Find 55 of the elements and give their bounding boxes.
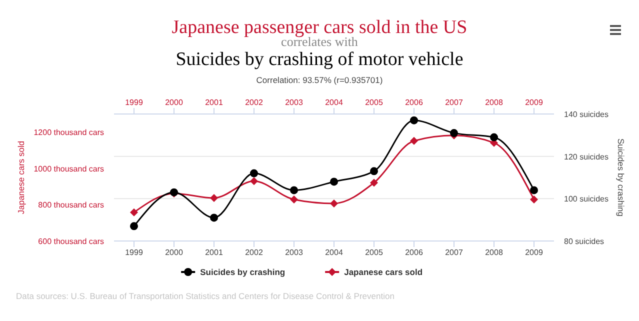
x2-tick-label: 2003 [285, 98, 304, 107]
y2-tick-label: 140 suicides [564, 110, 608, 119]
point [330, 178, 338, 186]
point [410, 116, 418, 124]
x-tick-label: 2006 [405, 248, 424, 257]
x-tick-label: 2009 [525, 248, 544, 257]
point [410, 136, 418, 145]
point [330, 199, 338, 208]
x-tick-label: 2008 [485, 248, 504, 257]
point [290, 186, 298, 194]
x2-tick-label: 2004 [325, 98, 344, 107]
y-tick-label: 600 thousand cars [38, 237, 104, 246]
y2-tick-label: 120 suicides [564, 152, 608, 162]
y-axis-title: Japanese cars sold [16, 140, 26, 214]
point [530, 195, 538, 204]
x2-tick-label: 1999 [125, 98, 144, 107]
point [490, 133, 498, 142]
x2-tick-label: 2002 [245, 98, 264, 107]
x2-tick-label: 2001 [205, 98, 224, 107]
text: Correlation: 93.57% (r=0.935701) [256, 75, 383, 85]
point [250, 177, 258, 186]
x-tick-label: 2004 [325, 248, 344, 257]
text: Suicides by crashing of motor vehicle [176, 49, 464, 70]
x2-tick-label: 2006 [405, 98, 424, 107]
x-tick-label: 2003 [285, 248, 304, 257]
x2-tick-label: 2005 [365, 98, 384, 107]
x2-tick-label: 2009 [525, 98, 544, 107]
x-tick-label: 2007 [445, 248, 464, 257]
x-tick-label: 2000 [165, 248, 184, 257]
y2-axis-title: Suicides by crashing [616, 138, 626, 217]
y-tick-label: 1200 thousand cars [34, 128, 104, 138]
y2-tick-label: 100 suicides [564, 194, 608, 204]
legend-label: Suicides by crashing [200, 267, 286, 277]
point [290, 195, 298, 204]
y2-tick-label: 80 suicides [564, 237, 604, 246]
point [130, 208, 138, 216]
point [210, 214, 218, 222]
point [130, 222, 138, 230]
chart-title: Japanese passenger cars sold in the US [172, 17, 468, 38]
x2-tick-label: 2008 [485, 98, 504, 107]
x2-tick-label: 2007 [445, 98, 464, 107]
x-tick-label: 2005 [365, 248, 384, 257]
x-tick-label: 1999 [125, 248, 144, 257]
x-tick-label: 2002 [245, 248, 264, 257]
y-tick-label: 800 thousand cars [38, 200, 104, 210]
legend-label: Japanese cars sold [344, 267, 423, 277]
text: Data sources: U.S. Bureau of Transportation Statistics and Centers for Disease Control & Prevention [16, 291, 395, 301]
y-tick-label: 1000 thousand cars [34, 164, 104, 174]
point [250, 169, 258, 178]
point [370, 167, 378, 176]
point [530, 186, 538, 194]
point [370, 178, 378, 187]
point [210, 194, 218, 202]
x-tick-label: 2001 [205, 248, 224, 257]
x2-tick-label: 2000 [165, 98, 184, 107]
